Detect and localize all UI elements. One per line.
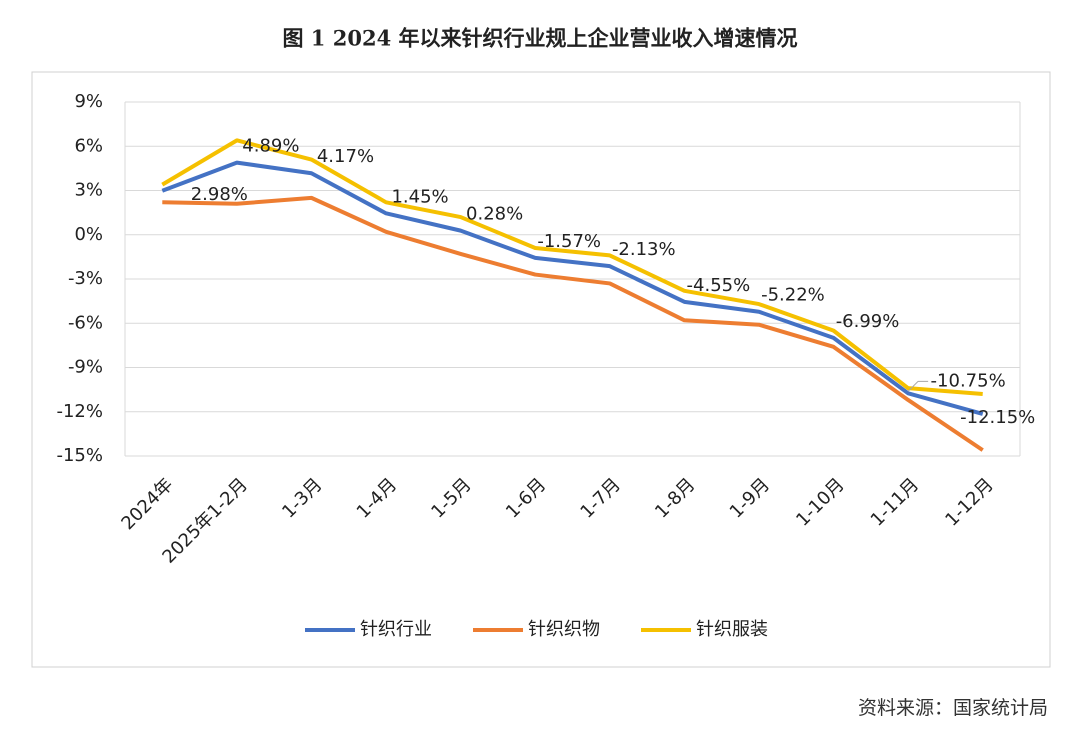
data-label: 4.17% xyxy=(317,146,374,167)
y-tick-label: 3% xyxy=(74,180,103,201)
data-label: -1.57% xyxy=(537,231,601,252)
x-tick-label: 1-4月 xyxy=(353,474,401,522)
data-label: 0.28% xyxy=(466,204,523,225)
x-tick-label: 1-11月 xyxy=(867,474,923,530)
leader-line xyxy=(907,380,929,392)
x-tick-label: 1-9月 xyxy=(726,474,774,522)
chart-title: 图 1 2024 年以来针织行业规上企业营业收入增速情况 xyxy=(283,26,798,51)
data-label: 4.89% xyxy=(242,136,299,157)
x-tick-label: 1-6月 xyxy=(502,474,550,522)
series-line xyxy=(161,160,984,416)
data-label: -6.99% xyxy=(836,311,900,332)
data-label: -5.22% xyxy=(761,285,825,306)
series-line xyxy=(161,138,983,397)
x-tick-label: 1-10月 xyxy=(792,474,848,530)
data-label: -10.75% xyxy=(931,370,1006,391)
chart-frame xyxy=(31,71,1051,668)
y-tick-label: -6% xyxy=(68,312,103,333)
data-label: 1.45% xyxy=(391,186,448,207)
legend-label: 针织服装 xyxy=(696,619,768,640)
y-tick-label: 0% xyxy=(74,224,103,245)
y-tick-label: -15% xyxy=(56,445,103,466)
x-tick-label: 1-12月 xyxy=(941,474,997,530)
y-tick-label: 9% xyxy=(74,91,103,112)
data-label: 2.98% xyxy=(191,184,248,205)
y-tick-label: 6% xyxy=(74,135,103,156)
series-line xyxy=(162,195,984,452)
y-tick-label: -12% xyxy=(56,401,103,422)
x-tick-label: 1-7月 xyxy=(576,474,624,522)
y-tick-label: -9% xyxy=(68,357,103,378)
x-tick-label: 1-8月 xyxy=(651,474,699,522)
data-label: -12.15% xyxy=(960,407,1035,428)
x-tick-label: 1-3月 xyxy=(278,474,326,522)
legend-label: 针织织物 xyxy=(528,619,600,640)
x-tick-label: 1-5月 xyxy=(427,474,475,522)
data-label: -2.13% xyxy=(612,239,676,260)
x-tick-label: 2024年 xyxy=(117,474,177,534)
source: 资料来源：国家统计局 xyxy=(858,697,1048,719)
data-label: -4.55% xyxy=(687,275,751,296)
legend-label: 针织行业 xyxy=(360,619,432,640)
y-tick-label: -3% xyxy=(68,268,103,289)
